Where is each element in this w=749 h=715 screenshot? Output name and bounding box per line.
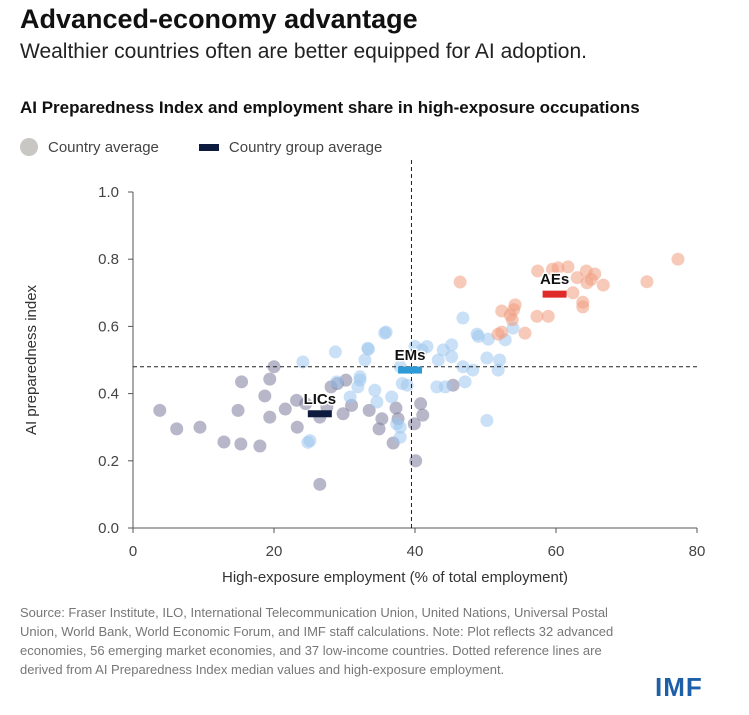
data-point-ems [353,373,367,387]
legend-country-average: Country average [48,138,159,156]
data-point-ems [415,343,429,357]
data-point-ems [491,363,505,377]
scatter-plot: 0 20 40 60 80 0.0 0.2 0.4 0.6 0.8 1.0 High-exposure… [23,160,706,586]
legend-group-average: Country group average [228,138,383,156]
data-point-lics [153,403,167,417]
data-point-aes [671,252,685,266]
group-label-lics: LICs [304,391,337,408]
data-point-lics [231,403,245,417]
data-point-aes [640,275,654,289]
data-point-ems [480,413,494,427]
data-point-lics [313,477,327,491]
group-label-ems: EMs [395,347,426,364]
data-point-ems [296,355,310,369]
x-tick-label: 80 [689,543,706,560]
page-subtitle: Wealthier countries often are better equ… [20,40,587,63]
data-point-lics [336,407,350,421]
data-point-ems [456,311,470,325]
data-point-ems [393,420,407,434]
x-axis-label: High-exposure employment (% of total emp… [222,569,568,586]
data-point-aes [507,303,521,317]
data-point-ems [481,332,495,346]
chart-title: AI Preparedness Index and employment sha… [20,98,640,117]
data-point-ems [385,390,399,404]
y-tick-label: 0.2 [98,453,119,470]
data-point-lics [299,397,313,411]
data-point-ems [358,353,372,367]
data-point-lics [416,408,430,422]
data-point-ems [361,341,375,355]
group-label-aes: AEs [540,271,569,288]
data-point-aes [530,309,544,323]
data-point-aes [561,260,575,274]
data-point-ems [438,380,452,394]
data-point-lics [235,375,249,389]
data-point-ems [493,353,507,367]
imf-logo: IMF [655,672,703,702]
data-point-lics [362,403,376,417]
data-point-lics [263,410,277,424]
data-point-ems [436,343,450,357]
data-point-aes [453,275,467,289]
x-tick-label: 20 [266,543,283,560]
data-point-ems [458,375,472,389]
data-point-ems [343,390,357,404]
data-point-lics [372,422,386,436]
data-point-ems [368,383,382,397]
data-point-ems [431,353,445,367]
data-point-ems [370,395,384,409]
data-point-lics [193,420,207,434]
data-point-aes [570,271,584,285]
data-point-lics [389,401,403,415]
y-tick-label: 0.8 [98,251,119,268]
data-point-ems [328,345,342,359]
data-point-aes [576,300,590,314]
data-point-lics [217,435,231,449]
data-point-aes [566,286,580,300]
data-point-aes [584,272,598,286]
y-tick-label: 1.0 [98,184,119,201]
x-tick-label: 60 [548,543,565,560]
legend-circle-icon [20,138,38,156]
data-point-lics [258,389,272,403]
legend: Country average Country group average [20,138,382,156]
data-point-lics [263,372,277,386]
x-tick-label: 0 [129,543,137,560]
data-point-lics [234,437,248,451]
y-tick-label: 0.0 [98,520,119,537]
x-tick-label: 40 [407,543,424,560]
data-point-ems [471,329,485,343]
page-title: Advanced-economy advantage [20,4,418,34]
data-point-lics [170,422,184,436]
y-tick-label: 0.6 [98,318,119,335]
data-point-lics [414,397,428,411]
data-point-ems [301,435,315,449]
y-tick-label: 0.4 [98,386,119,403]
y-axis-label: AI preparedness index [23,284,40,435]
data-point-aes [505,313,519,327]
group-average-bar-lics [307,410,332,418]
footnote: Source: Fraser Institute, ILO, Internati… [20,605,614,677]
data-point-lics [375,412,389,426]
data-point-aes [491,327,505,341]
group-average-bar-aes [542,290,567,298]
data-point-ems [400,378,414,392]
data-point-ems [480,351,494,365]
data-point-ems [378,326,392,340]
data-point-lics [409,454,423,468]
group-average-bar-ems [398,366,423,374]
data-point-aes [518,326,532,340]
legend-bar-icon [198,143,219,151]
data-point-aes [596,278,610,292]
data-point-lics [278,402,292,416]
data-point-aes [545,262,559,276]
data-point-ems [330,375,344,389]
data-point-lics [290,420,304,434]
data-point-ems [393,430,407,444]
data-point-aes [531,264,545,278]
data-point-aes [541,309,555,323]
data-point-lics [253,439,267,453]
